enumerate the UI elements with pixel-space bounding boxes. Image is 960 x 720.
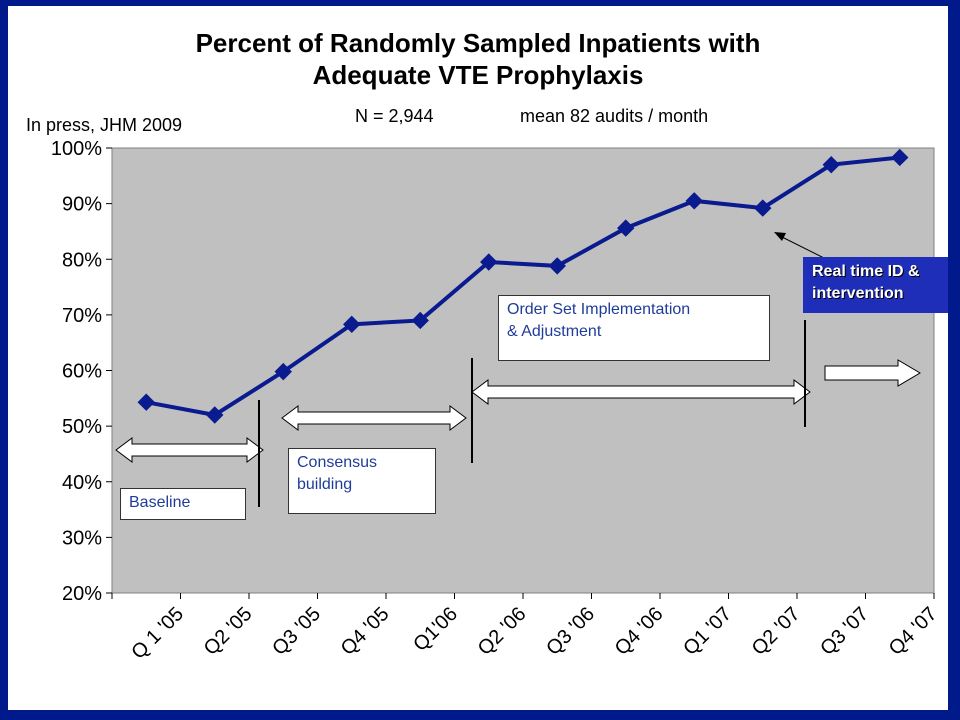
baseline-box: Baseline — [120, 488, 246, 520]
data-point — [891, 148, 909, 167]
y-tick-label: 20% — [62, 583, 102, 605]
data-point — [548, 257, 566, 275]
y-tick-label: 50% — [62, 416, 102, 438]
x-tick-label: Q1'06 — [409, 603, 462, 656]
order-set-label-line2: & Adjustment — [507, 323, 602, 340]
x-tick-label: Q2 '05 — [200, 603, 257, 660]
consensus-label-line2: building — [297, 476, 353, 493]
order-set-box: Order Set Implementation & Adjustment — [498, 295, 770, 361]
real-time-label-line2: intervention — [812, 285, 904, 302]
x-tick-label: Q4 '07 — [885, 603, 942, 660]
x-tick-label: Q 1 '05 — [127, 603, 188, 664]
x-tick-label: Q3 '05 — [268, 603, 325, 660]
baseline-label: Baseline — [129, 494, 191, 511]
real-time-box: Real time ID & intervention — [803, 257, 948, 313]
consensus-box: Consensus building — [288, 448, 436, 514]
data-point — [822, 155, 840, 174]
real-time-label-line1: Real time ID & — [812, 263, 920, 280]
y-tick-label: 40% — [62, 472, 102, 494]
data-point — [754, 199, 772, 217]
data-point — [480, 253, 498, 271]
sample-size-label: N = 2,944 — [355, 106, 434, 126]
consensus-label-line1: Consensus — [297, 454, 378, 471]
real-time-arrow — [824, 359, 921, 387]
data-point — [411, 311, 429, 330]
chart-title-line2: Adequate VTE Prophylaxis — [312, 60, 644, 90]
x-tick-label: Q2 '06 — [474, 603, 531, 660]
order-set-arrow — [471, 379, 811, 405]
y-tick-label: 70% — [62, 305, 102, 327]
slide: 20% 30% 40% 50% 60% 70% 80% 90% 100% Q 1 '05 Q2 '0… — [8, 6, 948, 710]
data-point — [274, 362, 292, 381]
data-point — [617, 219, 635, 237]
x-tick-label: Q1 '07 — [679, 603, 736, 660]
plot-area — [111, 147, 935, 594]
x-tick-label: Q3 '06 — [542, 603, 599, 660]
x-tick-label: Q2 '07 — [748, 603, 805, 660]
pointer-arrowhead — [774, 232, 786, 241]
baseline-arrow — [115, 437, 264, 463]
audits-label: mean 82 audits / month — [520, 106, 709, 126]
order-set-label-line1: Order Set Implementation — [507, 301, 691, 318]
y-tick-label: 90% — [62, 194, 102, 216]
series-line — [145, 155, 900, 418]
x-tick-label: Q3 '07 — [816, 603, 873, 660]
data-point — [137, 393, 155, 411]
y-tick-label: 60% — [62, 361, 102, 383]
x-tick-label: Q4 '05 — [337, 603, 394, 660]
consensus-arrow — [281, 405, 467, 431]
y-tick-label: 100% — [51, 138, 102, 160]
pointer-line — [779, 235, 827, 260]
data-point — [685, 192, 703, 210]
data-point — [206, 406, 224, 424]
y-tick-label: 30% — [62, 527, 102, 549]
chart: 20%30%40%50%60%70%80%90%100%Q 1 '05 Q2 '0… — [51, 138, 942, 664]
y-tick-label: 80% — [62, 249, 102, 271]
chart-title-line1: Percent of Randomly Sampled Inpatients w… — [195, 28, 761, 58]
x-tick-label: Q4 '06 — [611, 603, 668, 660]
source-note: In press, JHM 2009 — [26, 115, 183, 135]
data-point — [343, 315, 361, 334]
